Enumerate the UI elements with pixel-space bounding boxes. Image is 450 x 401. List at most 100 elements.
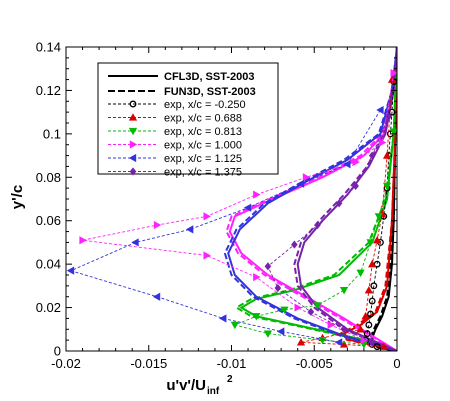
- cfl3d-curve-3: [228, 47, 397, 351]
- exp-point-2-8: [252, 313, 261, 321]
- exp-point-2-11: [318, 336, 327, 345]
- exp-point-3-6: [153, 220, 162, 230]
- x-axis-label-main: u'v'/U: [166, 377, 206, 394]
- exp-point-4-4: [185, 225, 194, 234]
- exp-line-1: [300, 79, 393, 348]
- exp-point-2-10: [263, 330, 273, 338]
- exp-point-4-7: [152, 292, 161, 301]
- x-axis-label-subscript: inf: [207, 386, 220, 397]
- exp-point-3-9: [253, 273, 261, 282]
- exp-point-2-7: [280, 306, 289, 314]
- exp-point-3-5: [203, 212, 211, 221]
- cfl3d-curve-4: [227, 47, 397, 351]
- exp-point-4-10: [334, 338, 343, 347]
- legend-marker-5: [129, 167, 137, 176]
- x-tick-label: -0.015: [130, 356, 167, 371]
- exp-point-1-7: [356, 325, 365, 333]
- exp-point-5-3: [335, 199, 343, 208]
- exp-point-4-5: [131, 238, 139, 247]
- exp-point-5-9: [340, 325, 348, 334]
- x-tick-label: -0.005: [296, 356, 333, 371]
- exp-point-1-11: [379, 342, 388, 350]
- exp-point-5-1: [368, 151, 376, 160]
- x-axis-label-superscript: 2: [227, 374, 233, 385]
- y-tick-label: 0: [54, 344, 61, 359]
- legend-model-label-0: CFL3D, SST-2003: [164, 71, 254, 83]
- exp-point-1-1: [382, 151, 392, 159]
- exp-point-1-0: [387, 75, 397, 83]
- fun3d-curve-3: [225, 47, 397, 351]
- exp-point-0-10: [367, 310, 374, 318]
- cfl3d-curve-1: [342, 47, 397, 351]
- legend-marker-0: [129, 100, 137, 108]
- exp-point-4-9: [276, 327, 285, 336]
- exp-point-3-4: [253, 190, 261, 199]
- legend-marker-2: [128, 127, 138, 136]
- exp-point-1-4: [368, 259, 377, 268]
- exp-point-5-5: [291, 240, 298, 249]
- exp-point-5-10: [368, 338, 376, 347]
- x-tick-label: -0.02: [51, 356, 81, 371]
- legend-marker-4: [128, 153, 137, 163]
- exp-point-1-9: [296, 338, 306, 346]
- y-axis-label: y'/c: [9, 185, 26, 209]
- x-tick-label: -0.01: [217, 356, 247, 371]
- exp-point-0-11: [365, 321, 373, 329]
- legend-series-label-3: exp, x/c = 1.000: [164, 140, 242, 152]
- exp-point-5-7: [274, 283, 282, 293]
- exp-point-3-0: [390, 68, 397, 78]
- plot-area: [66, 47, 397, 351]
- exp-point-4-0: [376, 105, 384, 115]
- exp-point-5-6: [264, 262, 272, 271]
- legend-series-label-2: exp, x/c = 0.813: [164, 126, 242, 138]
- plot-series-group: [66, 47, 397, 351]
- exp-point-3-10: [294, 303, 302, 312]
- exp-point-0-8: [370, 282, 378, 290]
- exp-point-2-5: [339, 287, 349, 295]
- exp-point-1-6: [361, 312, 370, 320]
- exp-point-4-6: [66, 266, 75, 275]
- y-tick-label: 0.14: [36, 40, 61, 55]
- exp-point-4-8: [219, 314, 227, 323]
- x-axis-label: u'v'/U inf 2: [166, 374, 233, 397]
- exp-point-3-2: [352, 157, 360, 167]
- legend-series-label-1: exp, x/c = 0.688: [164, 113, 242, 125]
- legend-series-label-5: exp, x/c = 1.375: [164, 167, 242, 179]
- axes: -0.02 -0.015 -0.01 -0.005 0 0 0.02 0.04 0.06 0.08…: [36, 40, 401, 372]
- y-tick-label: 0.08: [36, 170, 61, 185]
- exp-point-2-2: [374, 213, 383, 221]
- legend-box: [97, 62, 279, 175]
- legend-marker-1: [128, 113, 138, 121]
- exp-point-5-2: [352, 181, 359, 191]
- y-tick-label: 0.04: [36, 257, 61, 272]
- exp-point-5-4: [314, 220, 321, 230]
- exp-point-4-3: [243, 203, 252, 212]
- legend-model-label-1: FUN3D, SST-2003: [164, 86, 256, 98]
- fun3d-curve-4: [223, 47, 397, 351]
- exp-point-2-3: [366, 239, 375, 247]
- exp-point-3-1: [378, 138, 387, 147]
- fun3d-curve-5: [293, 47, 397, 351]
- exp-point-3-3: [302, 173, 311, 182]
- legend-series-label-4: exp, x/c = 1.125: [164, 153, 242, 165]
- cfl3d-curve-5: [296, 47, 397, 351]
- exp-point-1-3: [373, 236, 382, 244]
- exp-point-4-2: [296, 179, 305, 188]
- fun3d-curve-1: [339, 47, 397, 351]
- exp-point-4-1: [343, 160, 351, 169]
- exp-point-2-0: [389, 128, 397, 136]
- exp-point-3-7: [79, 236, 87, 245]
- exp-point-2-4: [356, 269, 365, 278]
- exp-point-5-0: [385, 112, 392, 121]
- exp-point-3-11: [327, 320, 336, 330]
- exp-point-2-6: [313, 302, 322, 310]
- legend-marker-3: [129, 140, 138, 149]
- y-tick-label: 0.06: [36, 213, 61, 228]
- y-tick-label: 0.02: [36, 300, 61, 315]
- exp-point-2-9: [230, 321, 239, 330]
- exp-point-5-8: [307, 307, 315, 316]
- legend-series-label-0: exp, x/c = -0.250: [164, 99, 246, 111]
- exp-point-3-8: [203, 251, 211, 260]
